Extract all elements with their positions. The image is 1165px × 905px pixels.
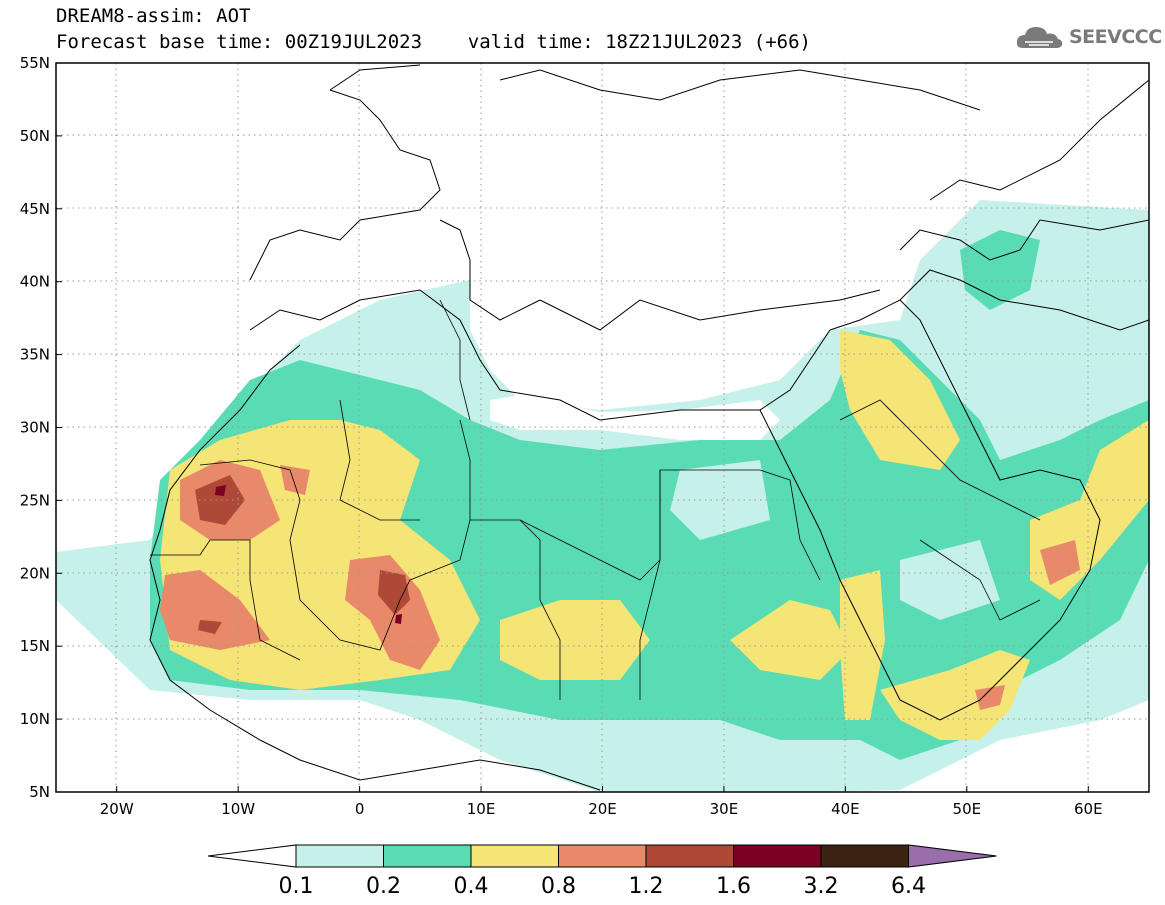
colorbar-bin: [558, 844, 647, 868]
borders: [150, 299, 1041, 700]
colorbar-label: 1.6: [716, 874, 751, 899]
aot-field: [56, 63, 1149, 792]
map-title: DREAM8-assim: AOT: [56, 5, 251, 27]
colorbar-label: 1.2: [629, 874, 664, 899]
lon-axis: 20W 10W 0 10E 20E 30E 40E 50E 60E: [100, 786, 1103, 818]
colorbar: 0.1 0.2 0.4 0.8 1.2 1.6 3.2 6.4: [207, 844, 997, 899]
lon-label: 50E: [953, 800, 982, 818]
colorbar-bin: [820, 844, 909, 868]
lat-label: 30N: [20, 419, 50, 437]
colorbar-label: 6.4: [891, 874, 926, 899]
colorbar-bin: [295, 844, 384, 868]
lon-label: 40E: [831, 800, 860, 818]
lat-label: 50N: [20, 127, 50, 145]
lon-label: 60E: [1074, 800, 1103, 818]
colorbar-label: 0.1: [279, 874, 314, 899]
colorbar-low-arrow: [207, 844, 297, 868]
lat-label: 40N: [20, 273, 50, 291]
colorbar-label: 0.8: [541, 874, 576, 899]
colorbar-bin: [733, 844, 822, 868]
coastlines: [149, 64, 1149, 791]
colorbar-high-arrow: [908, 844, 997, 868]
lat-label: 55N: [20, 54, 50, 72]
lat-label: 25N: [20, 491, 50, 509]
lon-label: 20E: [588, 800, 617, 818]
colorbar-label: 0.4: [454, 874, 489, 899]
lon-label: 20W: [100, 800, 134, 818]
lon-label: 10W: [221, 800, 255, 818]
logo-text: SEEVCCC: [1069, 26, 1162, 48]
lat-label: 5N: [29, 783, 50, 801]
lat-label: 15N: [20, 637, 50, 655]
cloud-icon: [1016, 27, 1063, 48]
lat-label: 35N: [20, 346, 50, 364]
lat-label: 10N: [20, 710, 50, 728]
lat-label: 45N: [20, 200, 50, 218]
lat-axis: 55N 50N 45N 40N 35N 30N 25N 20N 15N 10N 5N: [20, 54, 62, 801]
lon-label: 30E: [710, 800, 739, 818]
colorbar-bin: [645, 844, 734, 868]
lon-label: 10E: [467, 800, 496, 818]
colorbar-bin: [383, 844, 472, 868]
forecast-time-line: Forecast base time: 00Z19JUL2023 valid t…: [56, 31, 811, 53]
graticule: [56, 63, 1149, 792]
lat-label: 20N: [20, 564, 50, 582]
lon-label: 0: [355, 800, 365, 818]
colorbar-label: 0.2: [366, 874, 401, 899]
colorbar-label: 3.2: [804, 874, 839, 899]
colorbar-bin: [470, 844, 559, 868]
seevccc-logo: SEEVCCC: [1015, 20, 1162, 54]
